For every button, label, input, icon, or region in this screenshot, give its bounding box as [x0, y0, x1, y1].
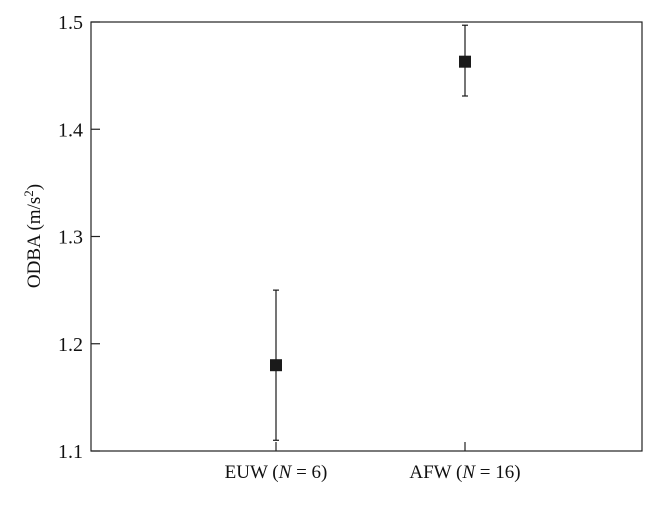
- y-axis: 1.1 1.2 1.3 1.4 1.5: [58, 12, 100, 463]
- data-point-marker: [459, 55, 471, 68]
- y-tick-label: 1.4: [58, 119, 83, 141]
- data-point-marker: [270, 359, 282, 372]
- plot-frame: [90, 21, 643, 452]
- x-tick-label: AFW (N = 16): [409, 462, 520, 483]
- y-tick-label: 1.1: [58, 441, 83, 463]
- data-marks: [270, 24, 471, 441]
- y-tick-label: 1.3: [58, 227, 83, 249]
- y-tick-label: 1.2: [58, 334, 83, 356]
- x-axis: EUW (N = 6) AFW (N = 16): [225, 442, 521, 483]
- y-tick-label: 1.5: [58, 12, 83, 34]
- y-axis-title: ODBA (m/s2): [21, 184, 46, 288]
- x-tick-label: EUW (N = 6): [225, 462, 328, 483]
